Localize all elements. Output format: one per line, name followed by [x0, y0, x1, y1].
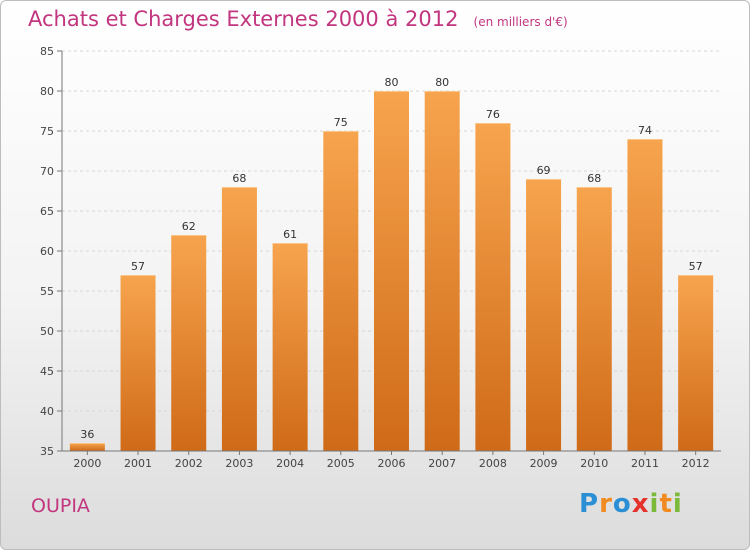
bar	[120, 275, 156, 451]
bar	[221, 187, 257, 451]
data-label: 75	[334, 116, 348, 129]
data-label: 68	[587, 172, 601, 185]
logo-letter: i	[649, 489, 660, 519]
y-tick-label: 85	[40, 45, 54, 58]
data-label: 69	[537, 164, 551, 177]
x-tick-label: 2009	[530, 457, 558, 470]
x-tick-label: 2010	[580, 457, 608, 470]
data-label: 80	[385, 76, 399, 89]
y-tick-label: 50	[40, 325, 54, 338]
y-tick-label: 45	[40, 365, 54, 378]
x-tick-label: 2006	[378, 457, 406, 470]
x-tick-label: 2000	[73, 457, 101, 470]
logo-letter: x	[631, 489, 650, 519]
bar	[272, 243, 308, 451]
y-tick-label: 55	[40, 285, 54, 298]
bar	[323, 131, 359, 451]
data-label: 61	[283, 228, 297, 241]
data-label: 57	[689, 260, 703, 273]
chart-title: Achats et Charges Externes 2000 à 2012	[28, 7, 459, 31]
bar	[69, 443, 105, 451]
data-label: 76	[486, 108, 500, 121]
x-tick-label: 2008	[479, 457, 507, 470]
bar	[627, 139, 663, 451]
y-tick-label: 40	[40, 405, 54, 418]
chart-title-row: Achats et Charges Externes 2000 à 2012 (…	[28, 7, 568, 31]
logo-letter: i	[672, 489, 683, 519]
data-label: 62	[182, 220, 196, 233]
data-label: 80	[435, 76, 449, 89]
x-tick-label: 2004	[276, 457, 304, 470]
logo-letter: t	[659, 489, 673, 519]
x-tick-label: 2001	[124, 457, 152, 470]
y-tick-label: 70	[40, 165, 54, 178]
data-label: 68	[232, 172, 246, 185]
y-tick-label: 80	[40, 85, 54, 98]
y-tick-label: 75	[40, 125, 54, 138]
bar	[171, 235, 207, 451]
x-tick-label: 2007	[428, 457, 456, 470]
bar	[374, 91, 409, 451]
place-name: OUPIA	[31, 495, 90, 517]
bar	[678, 275, 714, 451]
data-label: 74	[638, 124, 652, 137]
bar-layer: 36 57 62 68 61 75 80 80 76 69 68 74 57	[69, 76, 714, 451]
y-tick-label: 60	[40, 245, 54, 258]
bar	[475, 123, 511, 451]
x-tick-label: 2002	[175, 457, 203, 470]
bar	[526, 179, 562, 451]
chart-unit: (en milliers d'€)	[473, 15, 568, 29]
logo-letter: o	[612, 489, 632, 519]
x-tick-label: 2003	[225, 457, 253, 470]
data-label: 57	[131, 260, 145, 273]
data-label: 36	[80, 428, 94, 441]
y-tick-label: 35	[40, 445, 54, 458]
y-tick-label: 65	[40, 205, 54, 218]
logo-letter: P	[579, 489, 600, 519]
logo-letter: r	[599, 489, 613, 519]
axis-layer: 35 40 45 50 55 60 65 70 75 80 85 2000 2001 2002 2003 20…	[40, 45, 721, 470]
x-tick-label: 2012	[682, 457, 710, 470]
bar	[576, 187, 612, 451]
x-tick-label: 2011	[631, 457, 659, 470]
x-tick-label: 2005	[327, 457, 355, 470]
proxiti-logo: Proxiti	[579, 489, 683, 519]
bar	[424, 91, 460, 451]
